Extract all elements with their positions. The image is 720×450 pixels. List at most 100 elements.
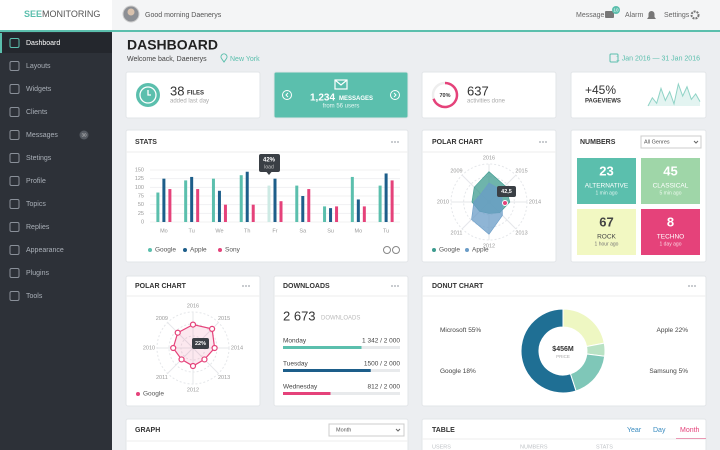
menu-dot[interactable] <box>245 285 247 287</box>
sidebar-item[interactable]: Replies <box>26 224 50 231</box>
radar-spoke <box>167 322 194 349</box>
alarm-link[interactable]: Alarm <box>625 12 643 19</box>
alarm-icon[interactable] <box>647 11 656 19</box>
donut-label-name: Apple <box>657 327 674 334</box>
menu-dot[interactable] <box>242 285 244 287</box>
period-select[interactable] <box>328 423 405 437</box>
sidebar-item[interactable]: Messages <box>26 132 58 139</box>
sidebar-item[interactable]: Profile <box>26 178 46 185</box>
donut-label-name: Samsung <box>649 368 677 375</box>
logo: SEEMONITORING <box>24 9 100 19</box>
y-tick-label: 75 <box>138 193 144 199</box>
clock-face <box>139 86 157 104</box>
welcome: Welcome back, Daenerys <box>127 56 207 63</box>
sidebar-item[interactable]: Layouts <box>26 63 51 70</box>
sidebar-icon[interactable] <box>9 61 20 71</box>
bar <box>273 178 277 222</box>
sidebar-icon[interactable] <box>9 130 20 140</box>
download-day: Monday <box>283 338 307 345</box>
x-tick-label: We <box>215 228 223 234</box>
kpi-value: 1,234 <box>310 93 335 104</box>
genre-select-label[interactable]: All Genres <box>644 139 670 145</box>
legend-swatch <box>218 248 222 252</box>
legend-label: Apple <box>190 247 207 254</box>
sidebar-icon[interactable] <box>9 84 20 94</box>
bar <box>350 176 354 222</box>
menu-dot[interactable] <box>391 285 393 287</box>
table-tab[interactable]: Day <box>653 427 666 434</box>
menu-dot[interactable] <box>545 141 547 143</box>
donut-segment <box>520 308 577 394</box>
prev-button[interactable] <box>282 90 292 100</box>
sidebar-icon[interactable] <box>9 268 20 278</box>
donut-label-value: 55% <box>468 327 481 334</box>
sidebar-item[interactable]: Dashboard <box>26 40 60 47</box>
radar-axis-label: 2011 <box>451 231 463 237</box>
genre-select[interactable] <box>640 135 702 149</box>
card-title: NUMBERS <box>580 139 616 146</box>
sidebar-icon[interactable] <box>9 107 20 117</box>
radar-point <box>170 344 177 352</box>
settings-icon[interactable] <box>690 10 700 20</box>
menu-dot[interactable] <box>394 141 396 143</box>
card-title: POLAR CHART <box>135 283 187 290</box>
y-tick-label: 50 <box>138 202 144 208</box>
logo-bold: SEE <box>24 9 42 19</box>
number-tile[interactable] <box>641 209 700 255</box>
period-select-label[interactable]: Month <box>336 427 351 433</box>
number-tile[interactable] <box>577 158 636 204</box>
nav-button[interactable] <box>392 246 400 254</box>
menu-dot[interactable] <box>688 285 690 287</box>
sidebar-icon[interactable] <box>9 245 20 255</box>
sidebar-item[interactable]: Tools <box>26 293 43 300</box>
kpi-value: 38 <box>170 83 184 98</box>
calendar-icon[interactable] <box>609 53 619 63</box>
sidebar-item[interactable]: Widgets <box>26 86 52 93</box>
sidebar-item[interactable]: Stetings <box>26 155 52 162</box>
next-button[interactable] <box>390 90 400 100</box>
menu-dot[interactable] <box>691 285 693 287</box>
table-tab[interactable]: Month <box>680 427 700 434</box>
sidebar-icon[interactable] <box>9 199 20 209</box>
kpi-card <box>273 71 409 119</box>
legend-label: Google <box>155 247 176 254</box>
sidebar-icon[interactable] <box>9 176 20 186</box>
number-tile[interactable] <box>577 209 636 255</box>
envelope-flap <box>334 79 348 86</box>
sidebar-icon[interactable] <box>9 38 20 48</box>
message-link[interactable]: Message <box>576 12 605 19</box>
bar <box>196 189 200 222</box>
message-icon[interactable] <box>605 11 614 18</box>
location[interactable]: New York <box>230 56 260 63</box>
sidebar-item[interactable]: Topics <box>26 201 46 208</box>
nav-button[interactable] <box>383 246 391 254</box>
tile-label: TECHNO <box>657 234 684 241</box>
card-title: DOWNLOADS <box>283 283 330 290</box>
legend-swatch <box>432 248 436 252</box>
sidebar-item[interactable]: Appearance <box>26 247 64 254</box>
date-range[interactable]: 1 Jan 2016 — 31 Jan 2016 <box>616 55 700 62</box>
menu-dot[interactable] <box>248 285 250 287</box>
number-tile[interactable] <box>641 158 700 204</box>
page-title: DASHBOARD <box>127 37 218 53</box>
sidebar-icon[interactable] <box>9 222 20 232</box>
menu-dot[interactable] <box>397 141 399 143</box>
menu-dot[interactable] <box>539 141 541 143</box>
sidebar-item[interactable]: Plugins <box>26 270 49 277</box>
menu-dot[interactable] <box>542 141 544 143</box>
table-tab[interactable]: Year <box>627 427 642 434</box>
legend-swatch <box>183 248 187 252</box>
sidebar-icon[interactable] <box>9 153 20 163</box>
menu-dot[interactable] <box>397 285 399 287</box>
menu-dot[interactable] <box>394 285 396 287</box>
prev-arrow <box>285 92 289 98</box>
message-badge <box>612 6 620 14</box>
kpi-note: from 56 users <box>323 104 360 110</box>
settings-link[interactable]: Settings <box>664 12 690 19</box>
radar-axis-label: 2016 <box>483 155 495 161</box>
sidebar-icon[interactable] <box>9 291 20 301</box>
menu-dot[interactable] <box>694 285 696 287</box>
menu-dot[interactable] <box>391 141 393 143</box>
tile-value: 23 <box>599 163 613 178</box>
sidebar-item[interactable]: Clients <box>26 109 48 116</box>
